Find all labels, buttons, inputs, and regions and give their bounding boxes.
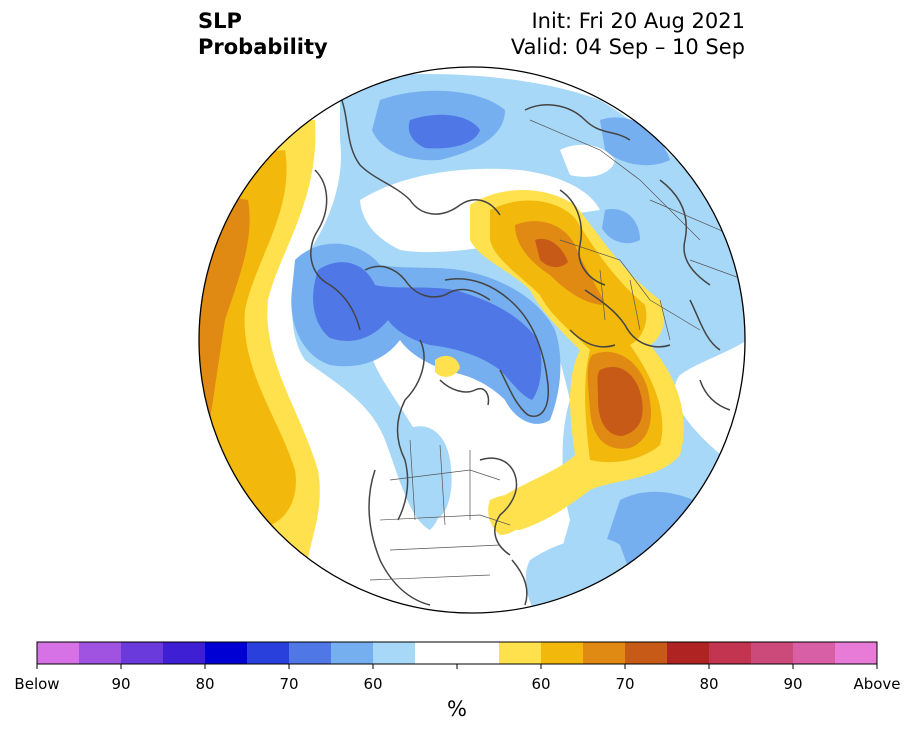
colorbar-segment [415,642,458,664]
colorbar-segment [163,642,206,664]
colorbar-segment [541,642,584,664]
globe-outline [198,66,746,614]
colorbar-segment [331,642,374,664]
colorbar-segment [373,642,416,664]
valid-date-range: Valid: 04 Sep – 10 Sep [510,35,745,59]
coastlines [310,94,731,606]
colorbar-segment [79,642,122,664]
init-date: Init: Fri 20 Aug 2021 [531,9,745,33]
colorbar-segment [751,642,794,664]
region-blue-strong [408,114,480,149]
colorbar-tick-label: 80 [195,675,214,693]
colorbar-segment [499,642,542,664]
colorbar-segment [247,642,290,664]
forecast-dates: Init: Fri 20 Aug 2021 Valid: 04 Sep – 10… [511,8,745,60]
colorbar-tick-label: 90 [111,675,130,693]
colorbar-tick-label: 70 [615,675,634,693]
colorbar-segment [289,642,332,664]
colorbar-tick-label: 80 [699,675,718,693]
colorbar-tick-label: 60 [363,675,382,693]
region-yellow [435,355,460,377]
region-burnt [535,238,568,268]
region-blue-mid [600,117,670,166]
polar-map [198,66,746,614]
colorbar-segment [667,642,710,664]
colorbar-tick-label: 60 [531,675,550,693]
map-title: SLP Probability [198,8,328,60]
title-line-2: Probability [198,35,328,59]
region-blue-strong [313,262,542,400]
colorbar-segment [793,642,836,664]
region-white [560,144,615,177]
colorbar-unit-label: % [447,697,467,721]
colorbar-segment [121,642,164,664]
colorbar-tick-label: Below [14,675,59,693]
colorbar-segment [709,642,752,664]
colorbar-tick-label: 90 [783,675,802,693]
region-blue-mid [602,209,640,244]
colorbar-segment [835,642,878,664]
region-yellow [488,494,540,535]
colorbar-segment [37,642,80,664]
colorbar-segment [205,642,248,664]
colorbar-tick-label: 70 [279,675,298,693]
colorbar-tick-label: Above [853,675,900,693]
colorbar-segment [625,642,668,664]
title-line-1: SLP [198,9,242,33]
colorbar-segment [457,642,500,664]
region-burnt [597,366,643,436]
colorbar-segment [583,642,626,664]
political-borders [369,119,745,581]
